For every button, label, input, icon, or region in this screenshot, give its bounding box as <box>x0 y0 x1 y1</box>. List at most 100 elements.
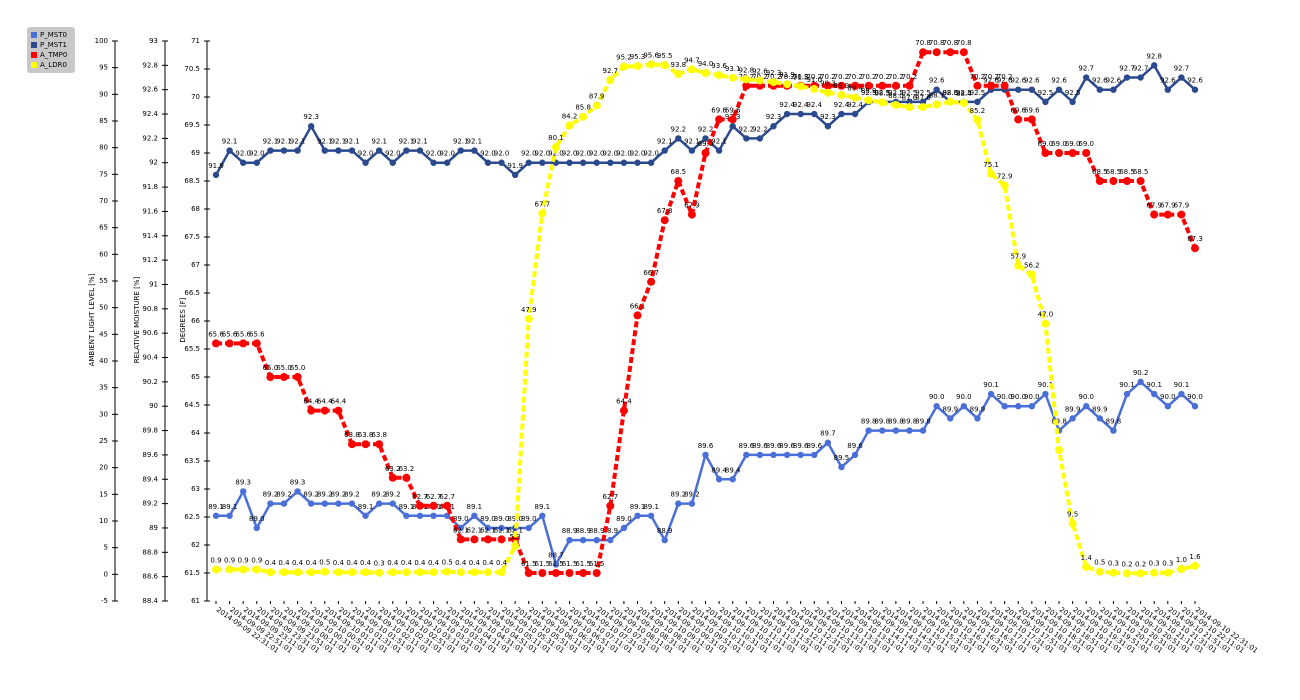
data-point <box>524 569 533 577</box>
data-label: 89.9 <box>1065 405 1081 413</box>
data-label: 65.0 <box>263 364 279 372</box>
y-tick-label: 71 <box>191 37 200 45</box>
y-tick-label: 90 <box>149 402 158 410</box>
data-point <box>429 568 438 577</box>
data-label: 89.1 <box>358 503 374 511</box>
data-point <box>1177 565 1186 573</box>
data-label: 89.6 <box>698 442 714 450</box>
data-label: 92.0 <box>548 150 564 158</box>
data-point <box>687 65 696 74</box>
y-tick-label: 64 <box>191 429 200 437</box>
data-point <box>212 512 220 519</box>
data-label: 67.3 <box>1187 235 1203 243</box>
legend-swatch <box>31 62 37 68</box>
y-tick-label: 91.6 <box>142 207 158 215</box>
y-tick-label: 91.8 <box>142 183 158 191</box>
data-label: 92.0 <box>439 150 455 158</box>
data-point <box>919 427 927 434</box>
data-point <box>1096 415 1104 422</box>
data-label: 92.4 <box>834 101 850 109</box>
data-label: 89.4 <box>711 466 727 474</box>
data-point <box>660 61 669 69</box>
data-label: 92.0 <box>603 150 619 158</box>
data-point <box>375 147 383 154</box>
data-point <box>919 103 928 112</box>
data-point <box>592 569 601 577</box>
data-point <box>1136 569 1145 578</box>
data-label: 57.9 <box>1010 253 1026 261</box>
y-tick-label: 89.2 <box>142 500 158 508</box>
data-point <box>1150 210 1159 219</box>
data-point <box>443 501 452 510</box>
y-tick-label: 15 <box>99 490 108 498</box>
data-label: 9.5 <box>1067 511 1078 519</box>
data-point <box>457 524 464 532</box>
data-point <box>212 171 220 179</box>
data-label: 92.6 <box>1187 77 1203 85</box>
data-point <box>593 159 600 166</box>
data-label: 92.2 <box>752 125 768 133</box>
data-label: 64.4 <box>317 398 333 406</box>
data-point <box>1000 181 1009 190</box>
data-label: 0.4 <box>469 559 481 567</box>
y-tick-label: 92.4 <box>142 110 158 118</box>
data-label: 92.3 <box>820 113 836 121</box>
data-point <box>266 568 275 577</box>
data-label: 70.2 <box>766 73 782 81</box>
data-point <box>402 473 411 482</box>
data-label: 92.4 <box>847 101 863 109</box>
y-tick-label: 69.5 <box>184 121 200 129</box>
data-point <box>1110 427 1117 434</box>
data-point <box>212 565 220 574</box>
data-point <box>1178 74 1185 81</box>
data-label: 92.0 <box>385 150 401 158</box>
legend-swatch <box>31 52 37 58</box>
data-point <box>1069 415 1076 422</box>
y-tick-label: 88.8 <box>142 548 158 556</box>
y-tick-label: 93 <box>149 37 158 45</box>
data-point <box>538 209 547 218</box>
data-point <box>1177 210 1186 219</box>
data-point <box>579 536 587 544</box>
data-point <box>743 451 750 459</box>
data-label: 61.5 <box>575 560 591 568</box>
data-point <box>525 159 532 166</box>
data-point <box>974 415 981 422</box>
y-tick-label: 67.5 <box>184 233 200 241</box>
data-label: 89.2 <box>684 491 700 499</box>
data-label: 89.1 <box>643 503 659 511</box>
data-label: 89.0 <box>249 515 265 523</box>
y-tick-label: 69 <box>191 149 200 157</box>
data-point <box>783 80 792 89</box>
data-label: 90.0 <box>1078 393 1094 401</box>
data-point <box>1069 98 1076 106</box>
data-label: 61.5 <box>562 560 578 568</box>
y-tick-label: 70 <box>191 93 200 101</box>
data-point <box>715 147 723 154</box>
data-point <box>906 427 913 434</box>
data-label: 92.8 <box>1146 52 1162 60</box>
y-tick-label: 67 <box>191 261 200 269</box>
y-tick-label: 92.8 <box>142 61 158 69</box>
data-point <box>1123 569 1132 578</box>
data-label: 0.4 <box>360 559 372 567</box>
data-point <box>919 48 928 57</box>
data-point <box>715 115 724 124</box>
y-tick-label: 0 <box>104 570 108 578</box>
data-label: 89.6 <box>806 442 822 450</box>
data-point <box>498 524 505 532</box>
data-point <box>266 373 275 381</box>
y-tick-label: 90 <box>99 90 108 98</box>
data-point <box>565 569 574 577</box>
data-point <box>538 569 547 577</box>
data-point <box>551 143 560 152</box>
data-point <box>933 403 940 410</box>
data-point <box>647 159 655 166</box>
y-tick-label: 70 <box>99 197 108 205</box>
y-tick-label: -5 <box>101 597 108 605</box>
data-point <box>674 177 683 185</box>
legend-label: P_MST0 <box>40 31 67 39</box>
data-point <box>932 48 941 57</box>
data-point <box>838 463 845 471</box>
data-point <box>1001 403 1008 410</box>
